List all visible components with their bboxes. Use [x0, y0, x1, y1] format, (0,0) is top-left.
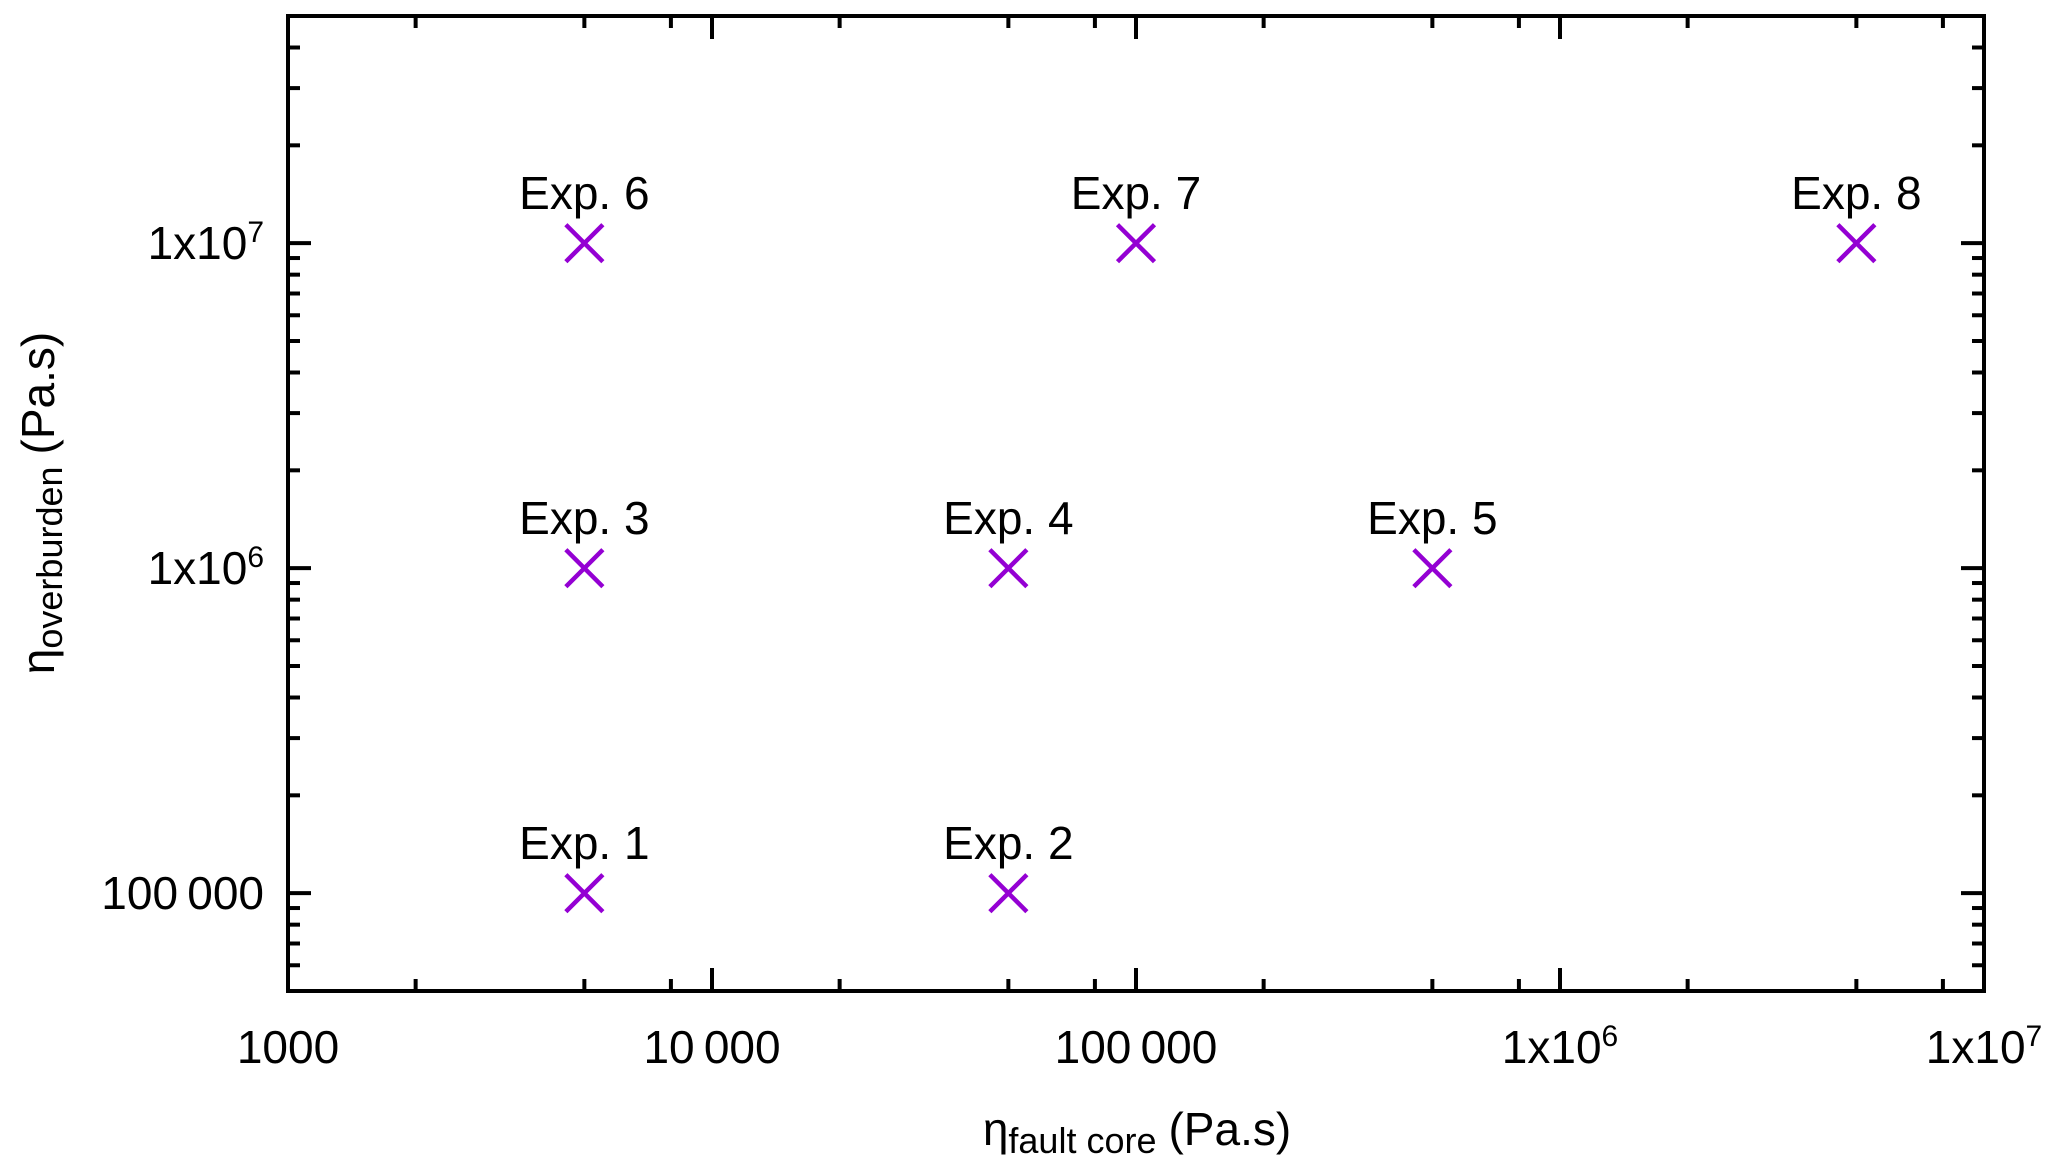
tick-labels: 1000 10 000 100 000 1x106 1x107 100 000 1x106 1… — [101, 216, 2042, 1073]
series-experiments: Exp. 1 Exp. 2 Exp. 3 Exp. 4 Exp. 5 Exp. 6 Exp.… — [519, 167, 1922, 914]
data-point-marker — [564, 548, 605, 589]
data-point-marker — [1115, 223, 1157, 264]
data-point-marker — [1836, 223, 1877, 264]
x-tick-label: 10 000 — [643, 1021, 780, 1073]
data-point-marker — [564, 223, 605, 264]
y-tick-label: 100 000 — [101, 867, 264, 919]
x-axis-title: ηfault core (Pa.s) — [983, 1103, 1291, 1161]
x-tick-label: 1x107 — [1926, 1020, 2042, 1073]
data-point-label: Exp. 3 — [519, 492, 649, 544]
data-point-marker — [988, 548, 1029, 589]
data-point-label: Exp. 1 — [519, 817, 649, 869]
data-point-label: Exp. 6 — [519, 167, 649, 219]
x-tick-label: 1000 — [237, 1021, 339, 1073]
data-point-label: Exp. 7 — [1071, 167, 1201, 219]
data-point-marker — [988, 873, 1029, 914]
axis-ticks — [286, 16, 1986, 991]
y-tick-label: 1x106 — [148, 541, 264, 594]
data-point-label: Exp. 5 — [1367, 492, 1497, 544]
x-tick-label: 1x106 — [1502, 1020, 1618, 1073]
data-point-label: Exp. 8 — [1791, 167, 1921, 219]
y-axis-title: ηoverburden(Pa.s) — [12, 332, 70, 674]
data-point-label: Exp. 4 — [943, 492, 1073, 544]
data-point-marker — [1412, 548, 1453, 589]
y-tick-label: 1x107 — [148, 216, 264, 269]
data-point-label: Exp. 2 — [943, 817, 1073, 869]
data-point-marker — [564, 873, 605, 914]
x-tick-label: 100 000 — [1055, 1021, 1218, 1073]
